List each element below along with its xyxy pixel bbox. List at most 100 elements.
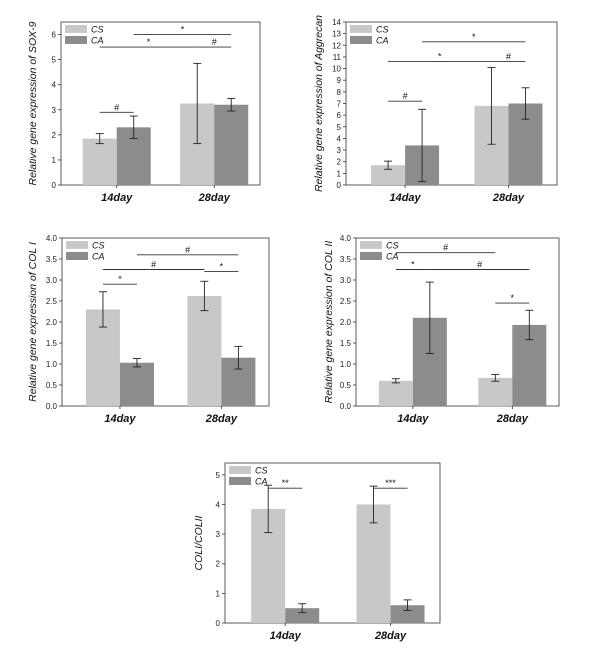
x-category-label: 28day: [492, 192, 525, 204]
significance-mark: #: [506, 52, 511, 62]
y-tick-label: 5: [337, 123, 342, 132]
legend-swatch-cs: [350, 25, 372, 33]
y-tick-label: 2: [52, 131, 57, 140]
legend-label-ca: CA: [376, 36, 389, 46]
y-tick-label: 3: [216, 530, 221, 539]
x-category-label: 14day: [104, 413, 136, 425]
legend-swatch-ca: [66, 252, 88, 260]
y-tick-label: 0: [52, 181, 57, 190]
chart-panel-3: 0.0 0.5 1.0 1.5 2.0 2.5 3.0 3.5 4.0 14day 28day Rel…: [27, 234, 270, 425]
bar-ca-28day: [390, 605, 425, 623]
x-category-label: 28day: [496, 413, 529, 425]
y-axis-title: Relative gene expression of SOX-9: [27, 21, 39, 185]
y-tick-label: 6: [337, 111, 342, 120]
significance-mark: #: [212, 37, 217, 47]
x-category-label: 14day: [270, 630, 302, 642]
significance-mark: *: [472, 32, 476, 42]
y-tick-label: 11: [333, 53, 342, 62]
legend-swatch-ca: [360, 252, 382, 260]
y-tick-label: 10: [332, 65, 341, 74]
y-tick-label: 2: [337, 158, 342, 167]
significance-mark: #: [443, 243, 448, 253]
legend-swatch-cs: [229, 466, 251, 474]
bar-cs-28day: [187, 295, 222, 406]
legend-label-cs: CS: [91, 25, 104, 35]
plot-frame: [224, 462, 441, 624]
significance-mark: *: [118, 274, 122, 284]
y-tick-label: 0: [337, 181, 342, 190]
bar-ca-14day: [119, 362, 154, 406]
y-tick-label: 2.5: [46, 297, 58, 306]
x-category-label: 28day: [205, 413, 238, 425]
x-category-label: 28day: [198, 192, 231, 204]
significance-mark: #: [151, 260, 156, 270]
significance-mark: *: [220, 262, 224, 272]
significance-mark: **: [282, 478, 290, 488]
y-axis-title: COLI/COLII: [193, 515, 205, 570]
legend-label-ca: CA: [91, 36, 104, 46]
significance-mark: #: [403, 91, 408, 101]
x-category-label: 14day: [101, 192, 133, 204]
y-tick-label: 4.0: [340, 234, 352, 243]
bar-cs-14day: [378, 380, 413, 406]
y-tick-label: 2: [216, 560, 221, 569]
legend-label-cs: CS: [386, 241, 399, 251]
y-tick-label: 1: [52, 156, 57, 165]
significance-mark: #: [477, 260, 482, 270]
y-tick-label: 5: [216, 471, 221, 480]
bar-ca-28day: [214, 104, 249, 185]
bar-cs-14day: [371, 165, 406, 185]
significance-mark: #: [185, 245, 190, 255]
y-tick-label: 8: [337, 88, 342, 97]
y-tick-label: 7: [337, 100, 342, 109]
y-tick-label: 4: [337, 134, 342, 143]
y-tick-label: 13: [332, 30, 341, 39]
y-tick-label: 0.0: [340, 402, 352, 411]
x-category-label: 28day: [374, 630, 407, 642]
legend-swatch-cs: [66, 241, 88, 249]
bar-ca-14day: [285, 608, 320, 623]
y-tick-label: 4.0: [46, 234, 58, 243]
legend-swatch-ca: [350, 36, 372, 44]
legend-label-ca: CA: [255, 477, 268, 487]
y-tick-label: 1.5: [46, 339, 58, 348]
y-tick-label: 3.5: [46, 255, 58, 264]
y-tick-label: 9: [337, 76, 342, 85]
y-tick-label: 4: [216, 500, 221, 509]
y-tick-label: 1.0: [340, 360, 352, 369]
y-tick-label: 1: [216, 589, 221, 598]
y-axis-title: Relative gene expression of COL II: [323, 241, 335, 404]
y-tick-label: 1.5: [340, 339, 352, 348]
plot-frame: [60, 21, 261, 186]
y-axis-title: Relative gene expression of Aggrecan: [313, 15, 325, 192]
x-category-label: 14day: [389, 192, 421, 204]
legend-swatch-cs: [360, 241, 382, 249]
legend-label-cs: CS: [92, 241, 105, 251]
chart-panel-1: 0 1 2 3 4 5 6 14day 28day Relative gene expressio…: [27, 21, 261, 204]
significance-mark: #: [114, 102, 119, 112]
y-tick-label: 2.5: [340, 297, 352, 306]
y-tick-label: 3.5: [340, 255, 352, 264]
y-tick-label: 3.0: [340, 276, 352, 285]
y-axis-title: Relative gene expression of COL I: [27, 242, 39, 402]
y-tick-label: 1: [337, 169, 342, 178]
bar-cs-28day: [478, 377, 513, 406]
y-tick-label: 5: [52, 56, 57, 65]
significance-mark: *: [147, 37, 151, 47]
legend-label-ca: CA: [386, 252, 399, 262]
significance-mark: *: [411, 260, 415, 270]
significance-mark: *: [511, 293, 515, 303]
y-tick-label: 0.5: [46, 381, 58, 390]
y-tick-label: 0.5: [340, 381, 352, 390]
legend-swatch-cs: [65, 25, 87, 33]
legend-swatch-ca: [65, 36, 87, 44]
y-tick-label: 0.0: [46, 402, 58, 411]
bar-cs-14day: [82, 138, 117, 185]
y-tick-label: 0: [216, 619, 221, 628]
significance-mark: ***: [385, 478, 396, 488]
legend-swatch-ca: [229, 477, 251, 485]
chart-panel-4: 0.0 0.5 1.0 1.5 2.0 2.5 3.0 3.5 4.0 14day 28day Rel…: [323, 234, 560, 425]
y-tick-label: 12: [332, 41, 341, 50]
